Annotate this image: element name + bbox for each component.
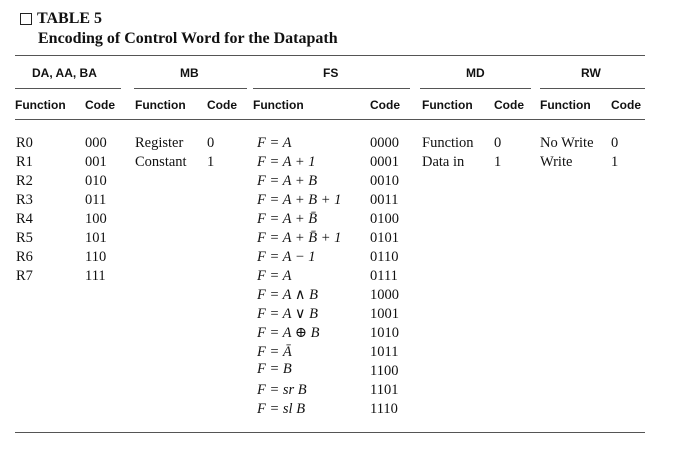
da-function: R5 bbox=[16, 230, 33, 246]
rw-function: Write bbox=[540, 154, 573, 170]
group-header-da: DA, AA, BA bbox=[32, 66, 97, 80]
rw-code: 0 bbox=[611, 135, 619, 151]
da-code: 010 bbox=[85, 173, 107, 189]
da-function: R0 bbox=[16, 135, 33, 151]
fs-function: F = A ∨ B bbox=[257, 306, 318, 322]
mb-function: Register bbox=[135, 135, 184, 151]
group-underline-rw bbox=[540, 88, 645, 89]
subheader-rw-code: Code bbox=[611, 98, 641, 112]
fs-function: F = A ∧ B bbox=[257, 287, 318, 303]
fs-code: 1110 bbox=[370, 401, 398, 417]
da-code: 100 bbox=[85, 211, 107, 227]
fs-code: 1010 bbox=[370, 325, 399, 341]
subheader-rw-function: Function bbox=[540, 98, 591, 112]
table-label: TABLE 5 bbox=[37, 10, 103, 27]
da-function: R3 bbox=[16, 192, 33, 208]
fs-codes: 0000 0001 0010 0011 0100 0101 0110 0111 … bbox=[370, 134, 399, 419]
mb-code: 1 bbox=[207, 154, 215, 170]
group-underline-md bbox=[420, 88, 531, 89]
da-code: 001 bbox=[85, 154, 107, 170]
md-functions: Function Data in bbox=[422, 134, 474, 172]
fs-function: F = A bbox=[257, 268, 292, 284]
da-row: R0 R1 R2 R3 R4 R5 R6 R7 bbox=[16, 134, 33, 286]
fs-function: F = A ⊕ B bbox=[257, 325, 320, 341]
fs-function: F = A + 1 bbox=[257, 154, 316, 170]
group-header-rw: RW bbox=[581, 66, 601, 80]
da-code: 011 bbox=[85, 192, 107, 208]
mb-codes: 0 1 bbox=[207, 134, 214, 172]
subheader-fs-code: Code bbox=[370, 98, 400, 112]
rw-code: 1 bbox=[611, 154, 619, 170]
md-codes: 0 1 bbox=[494, 134, 501, 172]
bottom-rule bbox=[15, 432, 645, 433]
subheader-mb-function: Function bbox=[135, 98, 186, 112]
group-header-mb: MB bbox=[180, 66, 199, 80]
fs-code: 0010 bbox=[370, 173, 399, 189]
fs-code: 1101 bbox=[370, 382, 399, 398]
fs-function: F = A + B̄ bbox=[257, 211, 318, 227]
header-bottom-rule bbox=[15, 119, 645, 120]
da-function: R1 bbox=[16, 154, 33, 170]
fs-code: 0000 bbox=[370, 135, 399, 151]
md-code: 1 bbox=[494, 154, 502, 170]
group-header-md: MD bbox=[466, 66, 485, 80]
subheader-mb-code: Code bbox=[207, 98, 237, 112]
fs-code: 0001 bbox=[370, 154, 399, 170]
fs-functions: F = A F = A + 1 F = A + B F = A + B + 1 … bbox=[257, 134, 341, 419]
fs-code: 0111 bbox=[370, 268, 398, 284]
group-underline-da bbox=[15, 88, 121, 89]
top-rule bbox=[15, 55, 645, 56]
da-code: 110 bbox=[85, 249, 107, 265]
fs-code: 0101 bbox=[370, 230, 399, 246]
da-code: 111 bbox=[85, 268, 106, 284]
md-code: 0 bbox=[494, 135, 502, 151]
rw-functions: No Write Write bbox=[540, 134, 594, 172]
subheader-da-code: Code bbox=[85, 98, 115, 112]
rw-function: No Write bbox=[540, 135, 594, 151]
md-function: Data in bbox=[422, 154, 465, 170]
group-underline-mb bbox=[134, 88, 247, 89]
da-code: 101 bbox=[85, 230, 107, 246]
da-function: R4 bbox=[16, 211, 33, 227]
fs-code: 1100 bbox=[370, 363, 399, 379]
fs-function: F = Ā bbox=[257, 344, 292, 360]
fs-function: F = A + B bbox=[257, 173, 318, 189]
da-codes: 000 001 010 011 100 101 110 111 bbox=[85, 134, 107, 286]
da-function: R2 bbox=[16, 173, 33, 189]
da-function: R6 bbox=[16, 249, 33, 265]
table-caption: Encoding of Control Word for the Datapat… bbox=[38, 30, 338, 47]
subheader-fs-function: Function bbox=[253, 98, 304, 112]
da-function: R7 bbox=[16, 268, 33, 284]
fs-function: F = A + B̄ + 1 bbox=[257, 230, 342, 246]
fs-function: F = B bbox=[257, 361, 292, 377]
subheader-md-code: Code bbox=[494, 98, 524, 112]
rw-codes: 0 1 bbox=[611, 134, 618, 172]
fs-code: 0110 bbox=[370, 249, 399, 265]
fs-code: 1011 bbox=[370, 344, 399, 360]
subheader-da-function: Function bbox=[15, 98, 66, 112]
mb-code: 0 bbox=[207, 135, 215, 151]
fs-code: 0011 bbox=[370, 192, 399, 208]
subheader-md-function: Function bbox=[422, 98, 473, 112]
fs-function: F = sl B bbox=[257, 401, 306, 417]
group-underline-fs bbox=[253, 88, 410, 89]
fs-function: F = A − 1 bbox=[257, 249, 316, 265]
mb-functions: Register Constant bbox=[135, 134, 187, 172]
checkbox-square-icon bbox=[20, 13, 32, 25]
mb-function: Constant bbox=[135, 154, 187, 170]
fs-code: 1001 bbox=[370, 306, 399, 322]
fs-function: F = sr B bbox=[257, 382, 307, 398]
fs-function: F = A + B + 1 bbox=[257, 192, 342, 208]
group-header-fs: FS bbox=[323, 66, 339, 80]
da-code: 000 bbox=[85, 135, 107, 151]
fs-code: 1000 bbox=[370, 287, 399, 303]
fs-function: F = A bbox=[257, 135, 292, 151]
table-title: TABLE 5 bbox=[20, 9, 102, 29]
md-function: Function bbox=[422, 135, 474, 151]
fs-code: 0100 bbox=[370, 211, 399, 227]
